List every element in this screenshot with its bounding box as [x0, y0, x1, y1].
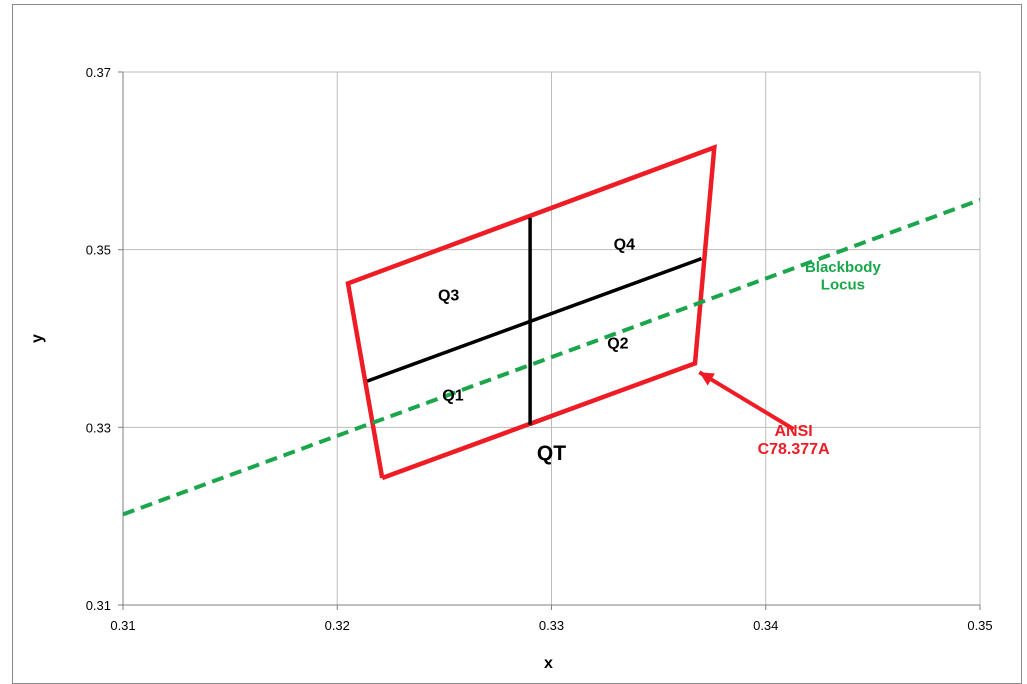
y-tick-label: 0.33 [86, 420, 111, 435]
y-tick-label: 0.37 [86, 65, 111, 80]
y-tick-label: 0.35 [86, 243, 111, 258]
y-axis-title: y [29, 334, 46, 343]
blackbody-locus-line [123, 198, 980, 517]
callout-arrow-head [699, 372, 715, 386]
annotation-q4: Q4 [614, 237, 635, 254]
y-tick-label: 0.31 [86, 598, 111, 613]
chart-frame [12, 4, 1022, 684]
x-tick-label: 0.32 [325, 618, 350, 633]
annotation-qt: QT [537, 442, 566, 465]
x-tick-label: 0.31 [110, 618, 135, 633]
callout-arrow-line [698, 370, 795, 431]
ansi-quadrangle-line [345, 144, 717, 481]
annotation-q2: Q2 [607, 335, 628, 352]
x-tick-label: 0.35 [967, 618, 992, 633]
x-tick-label: 0.33 [539, 618, 564, 633]
quadrant-divider-horizontal-line [366, 256, 703, 383]
x-axis-title: x [544, 655, 553, 672]
annotation-locus: Locus [821, 277, 865, 294]
annotation-blackbody: Blackbody [805, 259, 882, 276]
annotation-q3: Q3 [438, 287, 459, 304]
annotation-q1: Q1 [442, 388, 463, 405]
annotation-ansi: ANSI [774, 423, 812, 440]
annotation-c78-377a: C78.377A [758, 441, 830, 458]
x-tick-label: 0.34 [753, 618, 778, 633]
